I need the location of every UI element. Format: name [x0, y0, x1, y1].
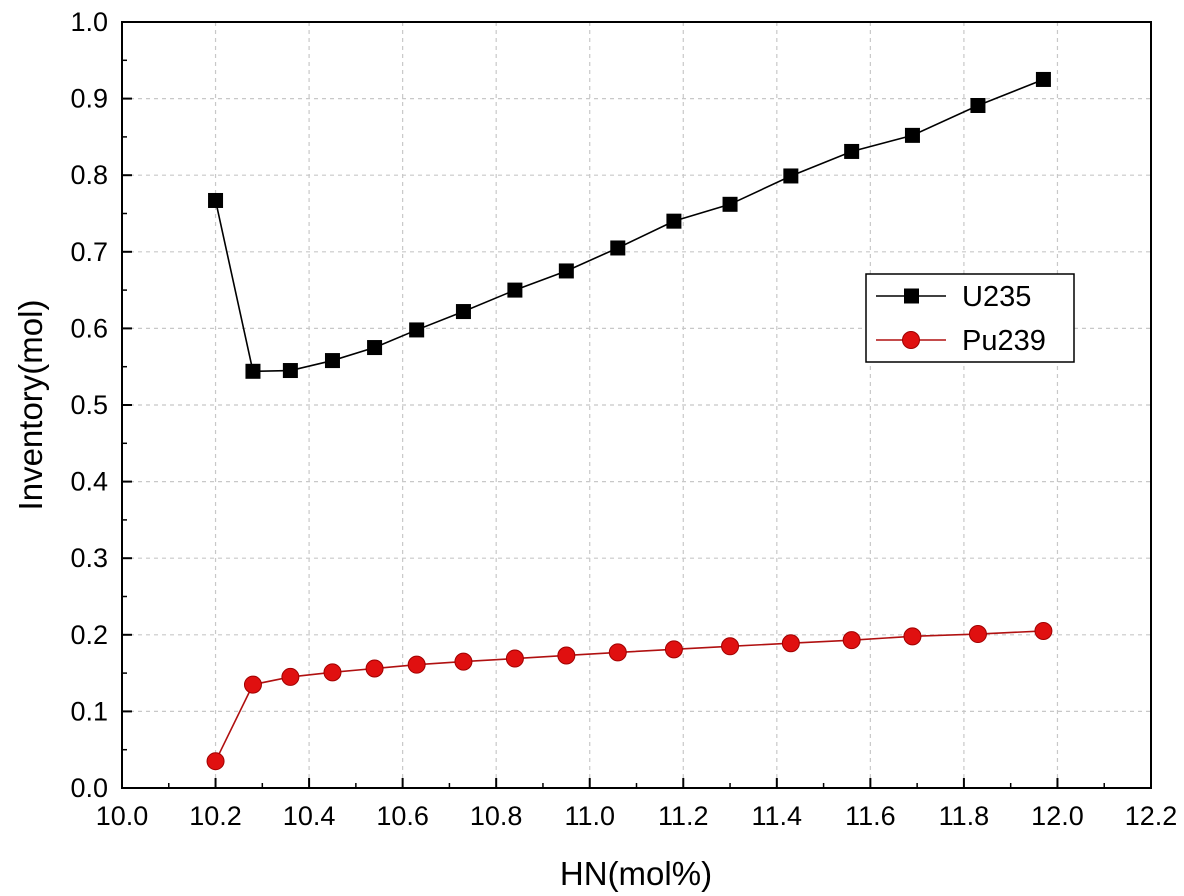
data-point [282, 363, 298, 379]
data-point [365, 659, 384, 678]
y-tick-label: 0.0 [70, 773, 108, 803]
data-point [558, 263, 574, 279]
x-tick-label: 11.0 [564, 801, 615, 831]
x-tick-label: 10.0 [96, 801, 149, 831]
data-point [557, 646, 576, 665]
data-point [281, 667, 300, 686]
data-point [1035, 71, 1051, 87]
series-line [214, 630, 1044, 762]
y-tick-label: 0.3 [70, 543, 108, 573]
legend-marker [902, 331, 920, 349]
grid-lines [122, 22, 1151, 788]
data-point [454, 652, 473, 671]
x-tick-label: 10.6 [376, 801, 429, 831]
x-tick-label: 11.8 [939, 801, 990, 831]
data-point [1034, 621, 1053, 640]
y-tick-label: 0.6 [70, 313, 108, 343]
data-point [608, 643, 627, 662]
series-U235 [208, 71, 1051, 379]
data-point [243, 675, 262, 694]
x-tick-label: 12.2 [1125, 801, 1178, 831]
legend-box [865, 273, 1075, 363]
y-axis-title: Inventory(mol) [12, 300, 49, 511]
x-axis-title: HN(mol%) [560, 855, 712, 892]
data-point [367, 340, 383, 356]
legend-label: U235 [962, 281, 1031, 313]
x-tick-label: 11.2 [658, 801, 709, 831]
data-point [455, 304, 471, 320]
data-point [507, 282, 523, 298]
data-point [721, 637, 740, 656]
x-tick-label: 10.8 [470, 801, 523, 831]
data-point [245, 363, 261, 379]
x-tick-label: 12.0 [1031, 801, 1084, 831]
legend-item-U235: U235 [876, 281, 1031, 313]
data-point [505, 649, 524, 668]
data-point [722, 196, 738, 212]
data-point [407, 655, 426, 674]
y-tick-label: 0.9 [70, 84, 108, 114]
y-tick-label: 0.2 [70, 620, 108, 650]
x-tick-label: 10.2 [189, 801, 242, 831]
data-point [904, 127, 920, 143]
y-tick-label: 0.1 [70, 696, 108, 726]
y-tick-label: 0.7 [70, 237, 108, 267]
x-tick-label: 11.4 [752, 801, 803, 831]
data-point [781, 634, 800, 653]
y-tick-label: 0.5 [70, 390, 108, 420]
series-layer [206, 71, 1053, 771]
y-tick-label: 0.8 [70, 160, 108, 190]
data-point [783, 168, 799, 184]
data-point [610, 240, 626, 256]
y-tick-label: 0.4 [70, 467, 108, 497]
data-point [208, 192, 224, 208]
data-point [903, 627, 922, 646]
data-point [664, 640, 683, 659]
y-tick-label: 1.0 [70, 7, 108, 37]
data-point [206, 752, 225, 771]
data-point [968, 625, 987, 644]
data-point [409, 322, 425, 338]
legend-label: Pu239 [962, 325, 1046, 357]
legend-marker [904, 288, 919, 304]
data-point [666, 213, 682, 229]
legend-item-Pu239: Pu239 [876, 325, 1046, 357]
axis-ticks: 10.0 10.2 10.4 10.6 10.8 11.0 11.2 11.4 11.6 11.8… [70, 7, 1177, 831]
x-tick-label: 11.6 [845, 801, 896, 831]
data-point [323, 663, 342, 682]
data-point [324, 353, 340, 369]
data-point [970, 97, 986, 113]
series-Pu239 [206, 621, 1053, 771]
x-tick-label: 10.4 [283, 801, 336, 831]
data-point [842, 631, 861, 650]
legend: U235 Pu239 [865, 273, 1075, 363]
data-point [844, 143, 860, 159]
